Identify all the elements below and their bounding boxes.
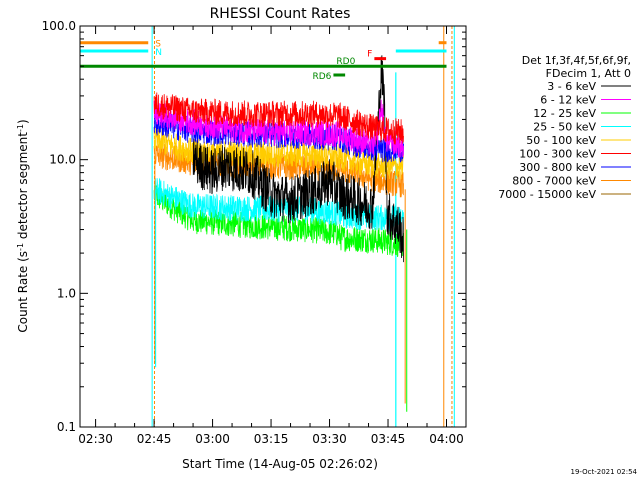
flag-s: S [80, 40, 447, 50]
legend-entry: 25 - 50 keV [533, 121, 631, 134]
y-tick-label: 100.0 [42, 19, 76, 33]
legend-label: 800 - 7000 keV [512, 175, 596, 188]
legend-label: 25 - 50 keV [533, 121, 596, 134]
legend-label: 6 - 12 keV [540, 94, 596, 107]
x-tick-label: 03:15 [254, 432, 289, 446]
series-line [153, 181, 404, 258]
flag-label: F [367, 50, 372, 60]
footer-timestamp: 19-Oct-2021 02:54 [571, 468, 638, 476]
series-3-6-kev [192, 55, 404, 263]
legend-entry: 100 - 300 keV [519, 148, 631, 161]
legend-entry: 6 - 12 keV [540, 94, 631, 107]
legend-label: 300 - 800 keV [519, 161, 596, 174]
flag-label: S [155, 40, 161, 50]
y-axis-label-sup2: -1 [16, 124, 25, 132]
x-tick-label: 03:30 [312, 432, 347, 446]
series-line [153, 143, 404, 198]
series-800-7000-kev [153, 143, 404, 198]
x-tick-label: 03:45 [371, 432, 406, 446]
x-tick-label: 03:00 [195, 432, 230, 446]
series-12-25-kev [153, 181, 404, 258]
series-50-100-kev [153, 127, 404, 180]
legend-entry: 3 - 6 keV [547, 80, 631, 93]
flag-rd0: RD0 [336, 57, 355, 67]
chart-title: RHESSI Count Rates [210, 6, 351, 22]
legend-header-1: Det 1f,3f,4f,5f,6f,9f, [522, 54, 631, 67]
x-tick-label: 02:45 [137, 432, 172, 446]
x-axis: 02:30 02:45 03:00 03:15 03:30 03:45 04:00 [78, 26, 467, 446]
legend-label: 3 - 6 keV [547, 80, 596, 93]
series-line [153, 92, 404, 145]
y-axis-label-mid: detector segment [16, 132, 30, 243]
flag-n: N [80, 48, 447, 58]
x-axis-label: Start Time (14-Aug-05 02:26:02) [182, 457, 378, 471]
legend-entry: 12 - 25 keV [533, 107, 631, 120]
flag-rd6: RD6 [313, 72, 346, 82]
legend-label: 50 - 100 keV [526, 134, 596, 147]
flag-f: F [367, 50, 387, 61]
y-tick-label: 0.1 [57, 420, 76, 434]
series-100-300-kev [153, 92, 404, 145]
y-tick-label: 1.0 [57, 286, 76, 300]
series-line [153, 127, 404, 180]
y-axis-label-main: Count Rate (s [16, 251, 30, 333]
legend-entry: 50 - 100 keV [526, 134, 631, 147]
y-axis: 100.0 10.0 1.0 0.1 [42, 19, 466, 434]
legend-header-2: FDecim 1, Att 0 [546, 67, 631, 80]
legend-entry: 7000 - 15000 keV [498, 188, 631, 201]
y-axis-label: Count Rate (s-1 detector segment-1) [16, 119, 30, 332]
legend-entry: 800 - 7000 keV [512, 175, 631, 188]
y-tick-label: 10.0 [49, 153, 76, 167]
legend-label: 12 - 25 keV [533, 107, 596, 120]
legend-label: 100 - 300 keV [519, 148, 596, 161]
series-line [192, 55, 404, 263]
flag-label: RD0 [336, 57, 355, 67]
x-tick-label: 04:00 [429, 432, 464, 446]
plot-frame [79, 25, 467, 428]
y-axis-label-end: ) [16, 119, 30, 124]
flag-label: N [155, 48, 162, 58]
y-axis-label-sup1: -1 [16, 243, 25, 251]
flag-label: RD6 [313, 72, 332, 82]
legend: Det 1f,3f,4f,5f,6f,9f, FDecim 1, Att 0 3… [498, 54, 631, 201]
legend-entry: 300 - 800 keV [519, 161, 631, 174]
legend-label: 7000 - 15000 keV [498, 188, 596, 201]
x-tick-label: 02:30 [78, 432, 113, 446]
